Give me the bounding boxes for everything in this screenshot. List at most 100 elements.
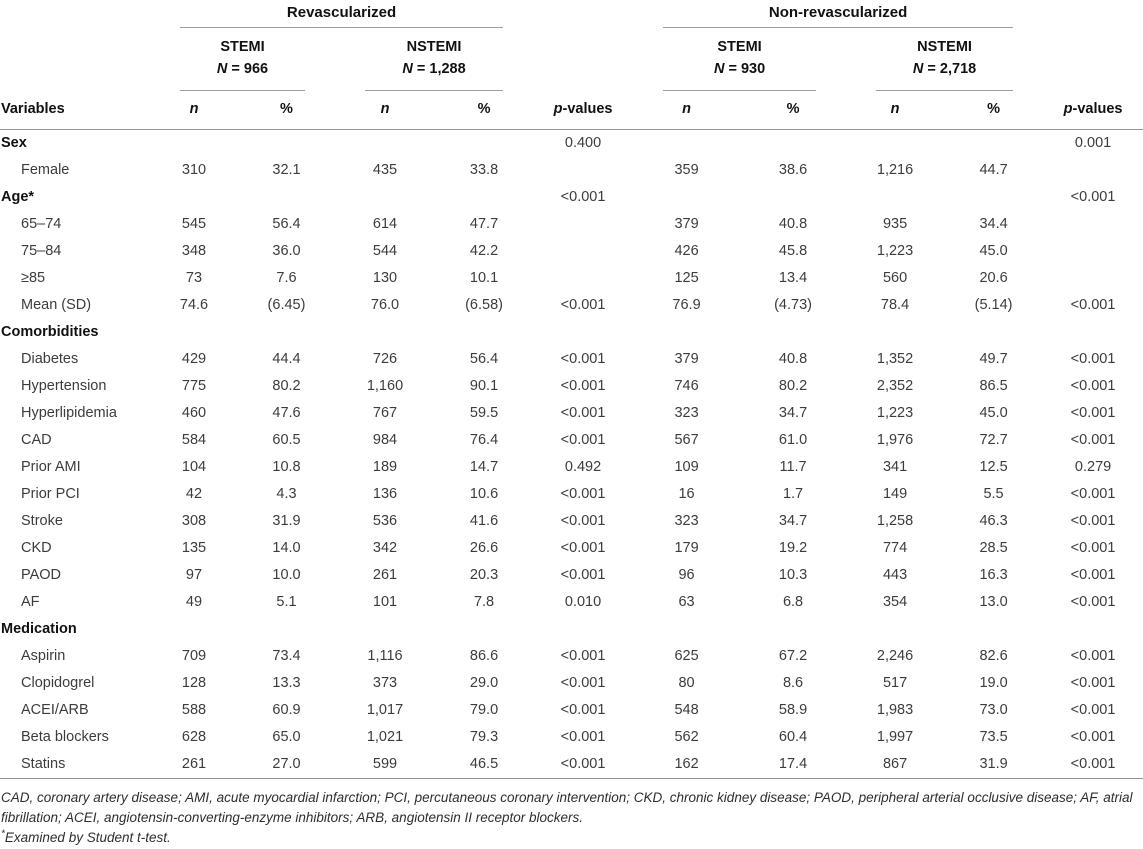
cell: 27.0 [238,751,335,779]
table-row: Hyperlipidemia 460 47.6 767 59.5 <0.001 323 34.… [0,400,1143,427]
cell: (6.45) [267,297,306,313]
subgroup-n: N = 1,288 [402,61,466,77]
cell: 36.0 [272,243,301,259]
cell: <0.001 [1070,540,1116,556]
cell: 1.7 [782,486,804,502]
cell: 14.7 [469,459,499,475]
cell: 5.5 [983,486,1004,502]
cell: 379 [674,351,699,367]
cell: 517 [882,675,908,691]
cell [238,616,335,643]
table-row: Clopidogrel 128 13.3 373 29.0 <0.001 80 8.6 517 1… [0,670,1143,697]
cell: <0.001 [560,486,606,502]
cell: <0.001 [560,540,606,556]
group-label-revascularized: Revascularized [180,0,504,28]
cell [150,616,238,643]
row-label: Beta blockers [21,729,109,745]
cell [1043,211,1143,238]
cell: 128 [181,675,207,691]
table-header: Revascularized Non-revascularized STEMI … [0,0,1143,130]
statistical-test-note: *Examined by Student t-test. [1,828,171,845]
n-column-header: n [150,91,238,130]
table-row: Prior AMI 104 10.8 189 14.7 0.492 109 11.7 341 12… [0,454,1143,481]
cell: <0.001 [1070,675,1116,691]
cell: 31.9 [944,751,1044,779]
row-label: Hyperlipidemia [21,405,117,421]
cell [150,184,238,211]
section-row: Medication [0,616,1143,643]
cell: 13.4 [778,270,808,286]
cell: 545 [181,216,207,232]
row-label: AF [21,594,40,610]
cell: 76.9 [672,297,701,313]
cell: <0.001 [560,567,606,583]
table-row: Mean (SD) 74.6 (6.45) 76.0 (6.58) <0.001 76.9 (… [0,292,1143,319]
cell [944,319,1043,346]
cell: 86.6 [469,648,499,664]
cell: 19.0 [979,675,1008,691]
cell: 373 [372,675,398,691]
table-row: Diabetes 429 44.4 726 56.4 <0.001 379 40.8 1,352… [0,346,1143,373]
cell: 867 [846,751,945,779]
cell [1043,157,1143,184]
pct-column-header: % [944,91,1044,130]
cell: 726 [372,351,398,367]
row-label: Hypertension [21,378,107,394]
cell: 49 [185,594,203,610]
cell: 60.5 [272,432,301,448]
subgroup-nonrevasc-stemi: STEMI N = 930 [633,28,846,91]
group-label-non-revascularized: Non-revascularized [663,0,1014,28]
cell: 10.8 [272,459,301,475]
row-label: Sex [1,135,27,151]
cell: 426 [674,243,699,259]
cell [238,184,335,211]
cell [335,319,435,346]
cell: 74.6 [179,297,209,313]
cell: 101 [372,594,398,610]
cell [740,319,846,346]
cell: 1,976 [876,432,914,448]
row-label: 65–74 [21,216,62,232]
cell: 359 [674,162,699,178]
cell: 560 [882,270,908,286]
cell: 1,223 [876,243,914,259]
subgroup-nonrevasc-nstemi: NSTEMI N = 2,718 [846,28,1043,91]
spacer-cell [1043,0,1143,28]
pct-column-header: % [435,91,534,130]
cell: 32.1 [272,162,301,178]
cell: 67.2 [778,648,808,664]
cell: 379 [674,216,699,232]
cell: <0.001 [560,378,606,394]
cell: 584 [181,432,207,448]
cell: 29.0 [469,675,499,691]
cell: <0.001 [1070,432,1116,448]
cell [846,319,944,346]
cell: 614 [372,216,398,232]
cell: 588 [181,702,207,718]
cell: 0.279 [1074,459,1112,475]
cell [533,319,633,346]
cell: 599 [335,751,435,779]
cell: 78.4 [880,297,910,313]
cell: 4.3 [276,486,297,502]
cell: 96 [678,567,695,583]
cell: 323 [674,405,699,421]
cell: 80 [678,675,695,691]
n-column-header: n [846,91,945,130]
cell: 31.9 [272,513,301,529]
cell: 45.0 [979,243,1008,259]
p-values-column-header: p-values [533,91,634,130]
spacer-cell [533,28,633,91]
subgroup-n: N = 966 [216,61,269,77]
cell: 47.7 [469,216,499,232]
subgroup-name: NSTEMI [406,39,462,55]
cell [435,319,533,346]
cell: 935 [882,216,908,232]
cell: <0.001 [560,432,606,448]
cell: 79.3 [469,729,499,745]
subgroup-name: STEMI [717,39,762,55]
row-label: ≥85 [21,270,46,286]
cell: 80.2 [778,378,808,394]
cell: 7.8 [473,594,495,610]
